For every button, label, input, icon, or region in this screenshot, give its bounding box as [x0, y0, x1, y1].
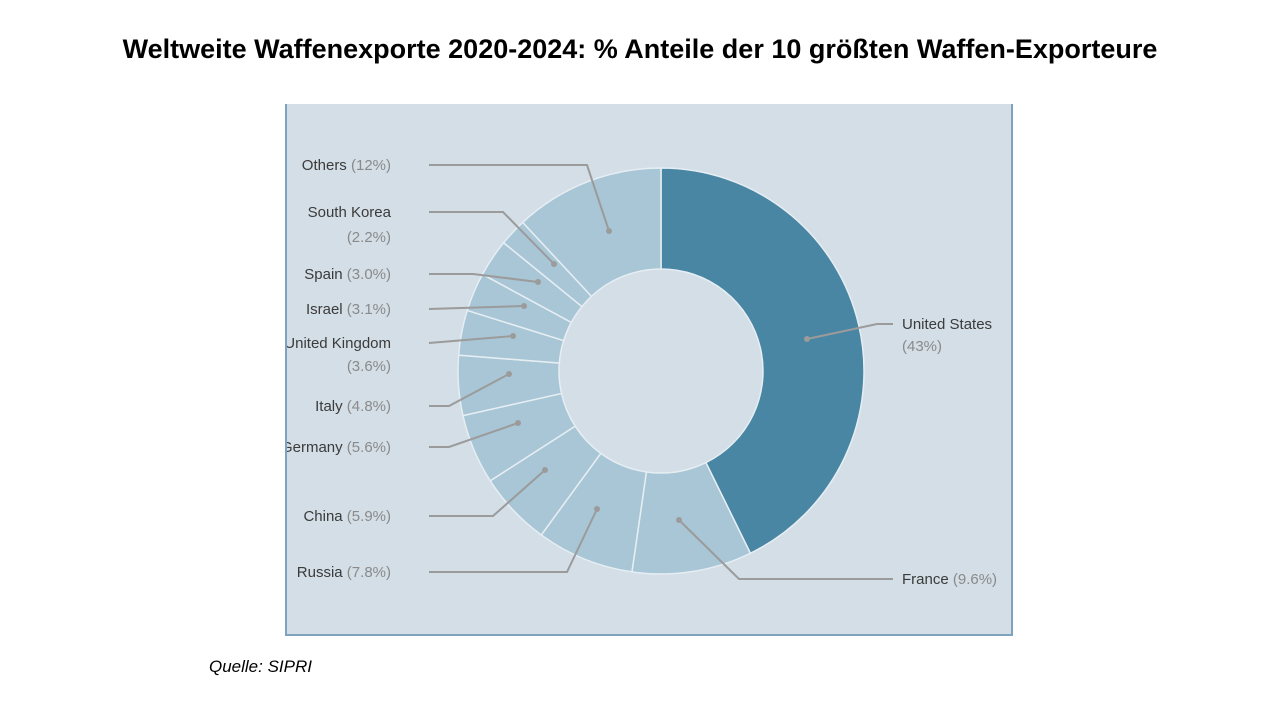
label-china: China (5.9%)	[303, 508, 391, 525]
leader-line-russia	[429, 508, 598, 573]
leader-dot-germany	[515, 420, 521, 426]
label-spain: Spain (3.0%)	[304, 266, 391, 283]
slice-united-states	[660, 167, 865, 555]
leader-line-china	[429, 469, 546, 517]
leader-line-others	[429, 164, 610, 232]
leader-line-italy	[429, 373, 510, 407]
label-italy: Italy (4.8%)	[315, 398, 391, 415]
label-pct-south-korea: (2.2%)	[347, 229, 391, 246]
label-germany: Germany (5.6%)	[287, 439, 391, 456]
leader-line-united-states	[806, 323, 893, 340]
label-france: France (9.6%)	[902, 571, 997, 588]
label-pct-united-states: (43%)	[902, 338, 942, 355]
source-note: Quelle: SIPRI	[209, 657, 312, 676]
label-south-korea: South Korea	[308, 204, 392, 221]
leader-line-france	[678, 519, 893, 580]
leader-line-spain	[429, 273, 539, 283]
leader-dot-united-states	[804, 336, 810, 342]
label-united-states: United States	[902, 316, 992, 333]
label-israel: Israel (3.1%)	[306, 301, 391, 318]
leader-line-united-kingdom	[428, 335, 514, 344]
leader-line-israel	[428, 305, 525, 310]
slide-title: Weltweite Waffenexporte 2020-2024: % Ant…	[122, 34, 1158, 64]
label-pct-united-kingdom: (3.6%)	[347, 358, 391, 375]
leader-dot-south-korea	[551, 261, 557, 267]
leader-dot-others	[606, 228, 612, 234]
leader-dot-china	[542, 467, 548, 473]
leader-line-south-korea	[429, 211, 555, 265]
slice-others	[521, 167, 662, 298]
leader-dot-russia	[594, 506, 600, 512]
donut-chart: United States (43%) France (9.6%) Russia (7…	[287, 157, 997, 588]
leader-dot-france	[676, 517, 682, 523]
label-russia: Russia (7.8%)	[297, 564, 391, 581]
leader-dot-israel	[521, 303, 527, 309]
chart-panel: United States (43%) France (9.6%) Russia (7…	[285, 104, 1013, 636]
label-united-kingdom: United Kingdom	[287, 335, 391, 352]
leader-line-germany	[429, 422, 519, 448]
leader-dot-italy	[506, 371, 512, 377]
leader-dot-spain	[535, 279, 541, 285]
leader-dot-united-kingdom	[510, 333, 516, 339]
label-others: Others (12%)	[302, 157, 391, 174]
